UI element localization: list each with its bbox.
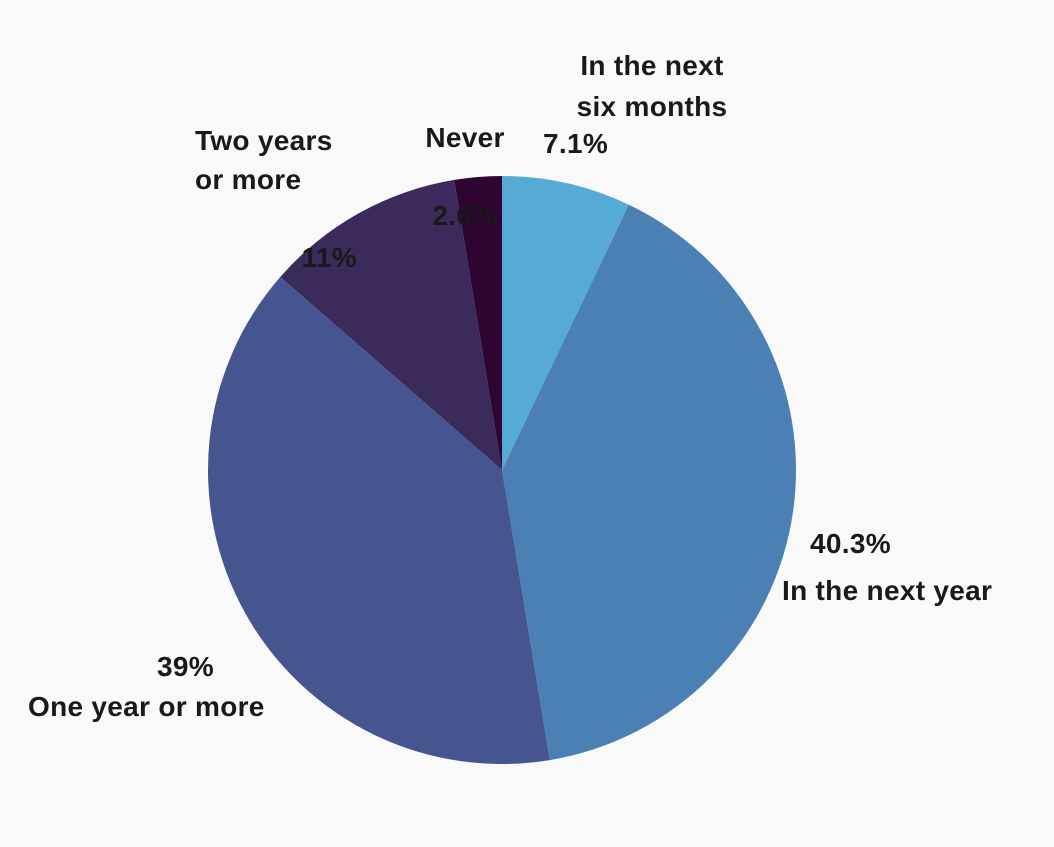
slice-label-one-year-name: One year or more [28, 691, 265, 722]
pie-slice-4 [454, 176, 502, 470]
slice-label-one-year-pct: 39% [157, 651, 214, 682]
pie-slice-0 [502, 176, 629, 470]
pie-slice-1 [502, 204, 796, 761]
slice-label-next-year-name: In the next year [782, 575, 993, 606]
slice-label-next-year-pct: 40.3% [810, 528, 891, 559]
pie-slice-2 [207, 276, 550, 764]
slice-label-never: Never 2.6% [404, 79, 526, 274]
slice-label-two-years-pct: 11% [301, 242, 357, 273]
slice-label-six-months-pct: 7.1% [543, 128, 609, 159]
slice-label-never-name: Never [425, 122, 505, 153]
slice-label-two-years: Two years or more 11% [195, 82, 357, 316]
slice-label-six-months-name: In the next six months [576, 50, 728, 122]
slice-label-two-years-name: Two years or more [195, 125, 333, 195]
pie-slice-3 [280, 179, 502, 470]
slice-label-never-pct: 2.6% [432, 200, 498, 231]
